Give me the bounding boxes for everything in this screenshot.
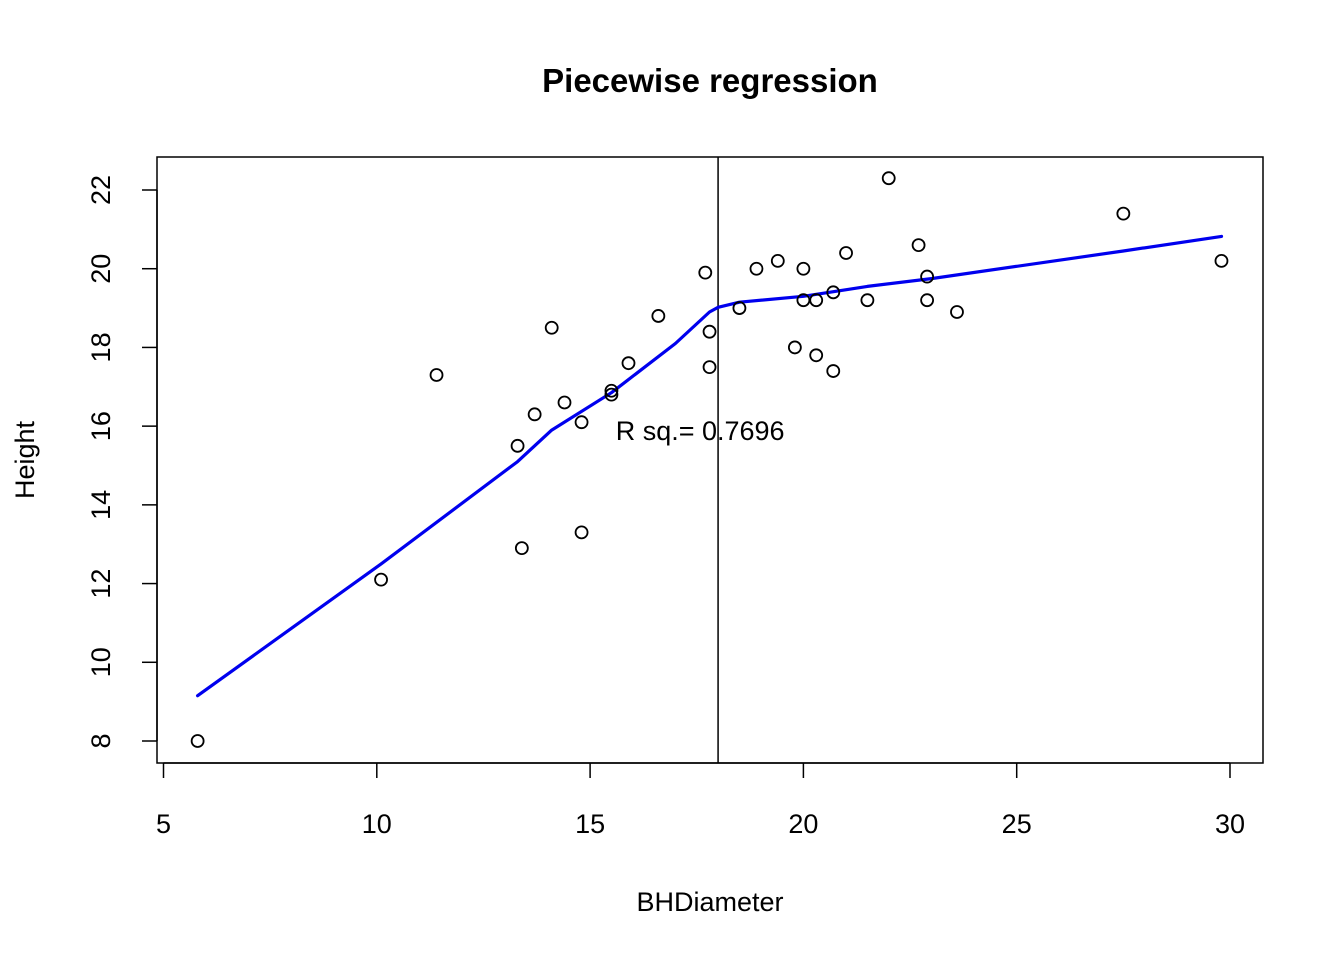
plot-frame xyxy=(156,156,1264,764)
y-axis-label: Height xyxy=(10,420,40,499)
data-point xyxy=(574,415,589,430)
data-point xyxy=(809,293,824,308)
data-point xyxy=(920,269,935,284)
fit-line xyxy=(196,234,1224,698)
y-tick-label: 22 xyxy=(86,175,116,205)
x-tick-label: 20 xyxy=(788,809,818,839)
data-point xyxy=(826,364,841,378)
data-point xyxy=(651,309,666,323)
data-point xyxy=(702,324,717,339)
data-point xyxy=(770,253,785,268)
x-tick-label: 15 xyxy=(575,809,605,839)
data-point xyxy=(796,261,811,276)
chart-title: Piecewise regression xyxy=(542,62,878,99)
data-point xyxy=(604,383,619,398)
y-tick-label: 8 xyxy=(86,733,116,748)
data-point xyxy=(732,301,747,315)
data-point xyxy=(374,572,388,587)
data-point xyxy=(621,356,636,371)
data-point xyxy=(1214,253,1229,268)
fit-line-group xyxy=(196,234,1224,698)
x-axis-label: BHDiameter xyxy=(636,887,783,917)
data-point xyxy=(698,265,713,280)
data-point xyxy=(557,395,572,410)
data-point xyxy=(190,734,205,748)
data-point xyxy=(544,320,559,335)
data-point xyxy=(881,171,896,186)
data-point xyxy=(510,438,525,453)
y-tick-label: 14 xyxy=(86,490,116,520)
data-point xyxy=(809,348,824,363)
y-tick-label: 10 xyxy=(86,647,116,677)
data-point xyxy=(527,407,542,422)
y-tick-label: 18 xyxy=(86,332,116,362)
scatter-points xyxy=(190,171,1229,748)
data-point xyxy=(429,368,444,382)
data-point xyxy=(860,293,875,308)
y-tick-label: 20 xyxy=(86,254,116,284)
y-tick-label: 16 xyxy=(86,411,116,441)
data-point xyxy=(920,293,935,308)
x-tick-label: 25 xyxy=(1002,809,1032,839)
x-axis: 5 10 15 20 25 30 xyxy=(156,762,1245,839)
y-tick-label: 12 xyxy=(86,569,116,599)
data-point xyxy=(702,360,717,375)
data-point xyxy=(604,387,619,402)
y-axis: 8 10 12 14 16 18 20 22 xyxy=(86,175,158,749)
x-tick-label: 10 xyxy=(362,809,392,839)
data-point xyxy=(950,305,964,319)
data-point xyxy=(839,246,853,260)
r-squared-annotation: R sq.= 0.7696 xyxy=(616,416,785,446)
x-tick-label: 5 xyxy=(156,809,171,839)
x-tick-label: 30 xyxy=(1215,809,1245,839)
data-point xyxy=(787,340,802,355)
data-point xyxy=(911,238,926,253)
data-point xyxy=(1116,206,1131,221)
data-point xyxy=(826,285,841,300)
data-point xyxy=(574,525,589,540)
data-point xyxy=(749,261,764,276)
data-point xyxy=(514,541,529,556)
